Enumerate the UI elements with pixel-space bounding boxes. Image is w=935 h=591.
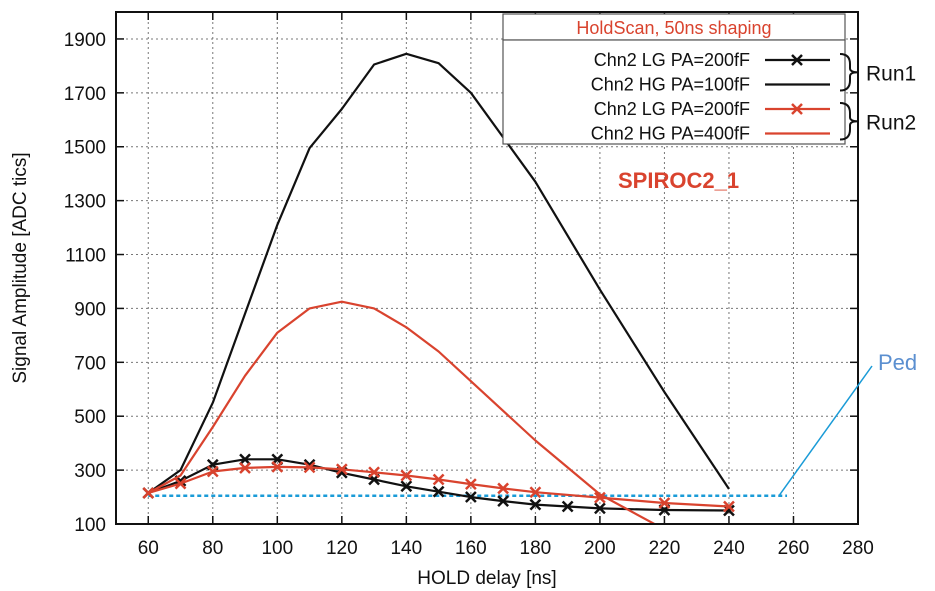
- pedestal-leader-line: [778, 365, 873, 497]
- legend-entry-label: Chn2 HG PA=400fF: [591, 124, 750, 144]
- legend-entries: Chn2 LG PA=200fF Chn2 HG PA=100fF Chn2 LG …: [591, 50, 830, 144]
- y-tick-label: 1500: [64, 138, 106, 159]
- legend-box: [502, 39, 846, 145]
- x-tick-label: 260: [778, 538, 810, 559]
- legend: HoldScan, 50ns shaping Chn2 LG PA=200fFC…: [502, 13, 916, 145]
- series-point-marker-b: [206, 465, 219, 478]
- series-3: [147, 300, 657, 524]
- series-point-marker-b: [594, 491, 606, 504]
- legend-group-label: Run1: [866, 62, 916, 85]
- series-point-marker-b: [723, 504, 735, 517]
- series-point-marker-b: [239, 462, 251, 474]
- y-tick-label: 500: [74, 407, 106, 428]
- series-point-marker-b: [335, 463, 348, 476]
- y-axis-label: Signal Amplitude [ADC tics]: [10, 152, 31, 383]
- series-point-marker-b: [529, 498, 542, 511]
- series-point-marker-b: [368, 466, 380, 479]
- legend-entry-marker-b: [791, 103, 803, 115]
- axis-ticks: 60 80 100 120 140 160 180 200 220 240 260 280 100 300…: [64, 12, 874, 559]
- legend-title: HoldScan, 50ns shaping: [576, 18, 771, 38]
- series-0: [142, 453, 735, 517]
- series-point-marker-b: [239, 453, 251, 466]
- series-point-marker-b: [432, 473, 445, 486]
- y-tick-label: 300: [74, 461, 106, 482]
- pedestal-label: Ped: [878, 350, 917, 375]
- x-tick-label: 160: [455, 538, 487, 559]
- legend-group-brace: [839, 102, 859, 141]
- series-line: [147, 52, 730, 494]
- series-point-marker-b: [464, 491, 477, 503]
- legend-entry-label: Chn2 LG PA=200fF: [594, 50, 750, 70]
- x-tick-label: 220: [649, 538, 681, 559]
- x-tick-label: 140: [390, 538, 422, 559]
- series-line: [147, 458, 730, 512]
- series-1: [147, 52, 730, 494]
- series-point-marker-b: [303, 461, 316, 474]
- plot-frame: [115, 11, 859, 525]
- series-point-marker-b: [497, 482, 510, 495]
- series-point-marker-b: [142, 487, 155, 499]
- series-point-marker-b: [271, 460, 284, 473]
- series-point-marker-b: [464, 478, 477, 491]
- data-series: [142, 52, 735, 524]
- series-point-marker-b: [529, 486, 542, 499]
- x-axis-label: HOLD delay [ns]: [417, 568, 556, 589]
- legend-group-brace: [839, 53, 859, 92]
- series-line: [147, 465, 730, 508]
- legend-entry-label: Chn2 HG PA=100fF: [591, 75, 750, 95]
- series-2: [142, 460, 735, 513]
- x-tick-label: 80: [202, 538, 223, 559]
- x-tick-label: 60: [138, 538, 159, 559]
- x-tick-label: 280: [842, 538, 874, 559]
- y-tick-label: 1300: [64, 192, 106, 213]
- legend-group-label: Run2: [866, 111, 916, 134]
- series-line: [147, 300, 657, 524]
- series-point-marker-b: [561, 500, 574, 513]
- legend-entry-label: Chn2 LG PA=200fF: [594, 99, 750, 119]
- series-point-marker-b: [497, 495, 510, 507]
- series-point-marker-b: [400, 480, 413, 493]
- x-tick-label: 200: [584, 538, 616, 559]
- series-point-marker-b: [594, 502, 606, 515]
- legend-title-box: [502, 13, 846, 41]
- y-tick-label: 1700: [64, 84, 106, 105]
- x-tick-label: 100: [261, 538, 293, 559]
- y-tick-label: 1900: [64, 30, 106, 51]
- x-tick-label: 240: [713, 538, 745, 559]
- x-tick-label: 180: [520, 538, 552, 559]
- x-tick-label: 120: [326, 538, 358, 559]
- series-point-marker-b: [723, 500, 735, 513]
- series-point-marker-b: [658, 497, 671, 509]
- series-point-marker-b: [400, 469, 413, 482]
- series-point-marker-b: [432, 485, 445, 498]
- y-tick-label: 100: [74, 515, 106, 536]
- y-tick-label: 700: [74, 353, 106, 374]
- legend-entry-marker-b: [791, 54, 803, 66]
- y-tick-label: 1100: [65, 246, 106, 267]
- y-tick-label: 900: [74, 299, 106, 320]
- series-point-marker-b: [174, 477, 187, 490]
- chip-annotation: SPIROC2_1: [618, 168, 739, 193]
